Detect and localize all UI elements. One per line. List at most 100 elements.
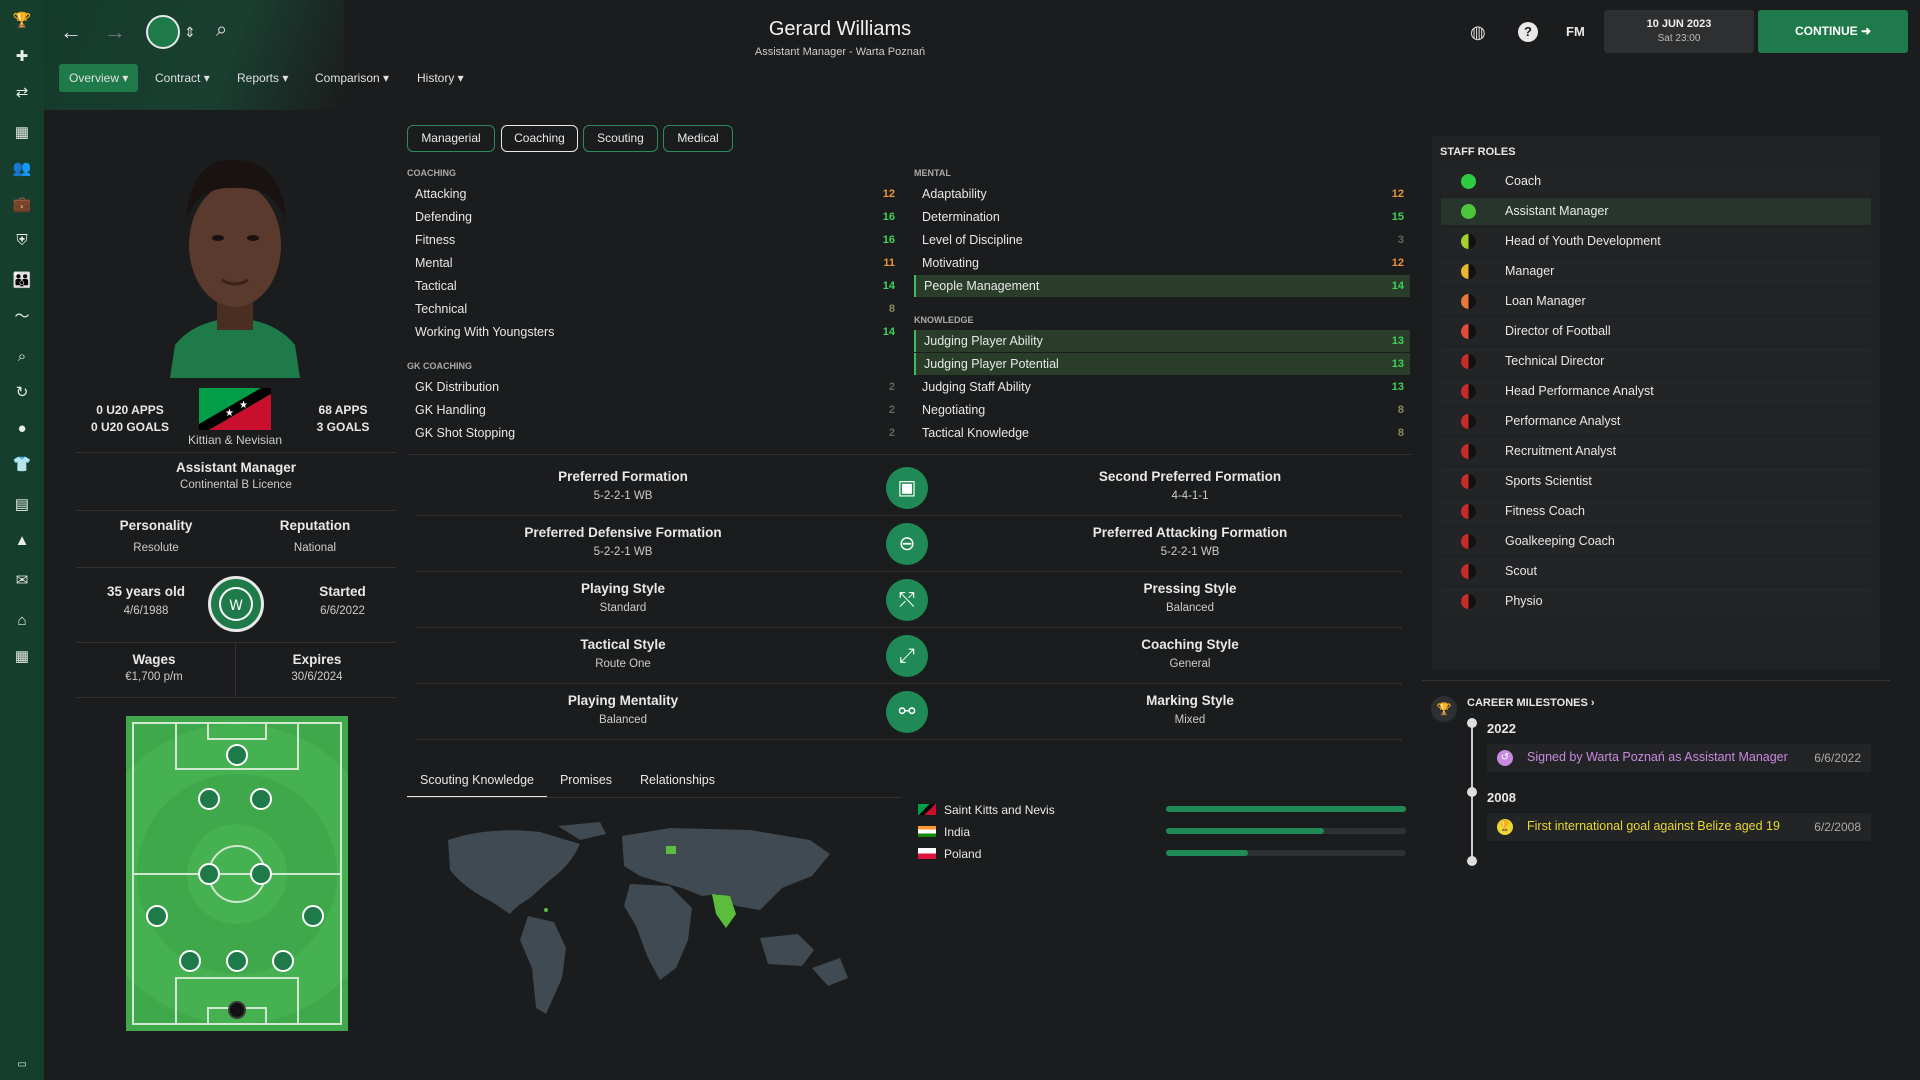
staff-role-row[interactable]: Coach <box>1441 168 1871 195</box>
nav-reports[interactable]: Reports ▾ <box>237 71 289 85</box>
report-icon[interactable]: ▤ <box>14 496 30 513</box>
staff-role-row[interactable]: Performance Analyst <box>1441 408 1871 435</box>
help-icon[interactable]: ? <box>1518 22 1538 42</box>
tab-coaching[interactable]: Coaching <box>501 125 578 152</box>
tactics-board-icon[interactable]: ▦ <box>14 124 30 141</box>
date-display[interactable]: 10 JUN 2023 Sat 23:00 <box>1604 10 1754 53</box>
back-icon[interactable]: ← <box>60 19 82 44</box>
tab-medical[interactable]: Medical <box>663 125 733 152</box>
formation-icon[interactable]: ▣ <box>886 467 928 509</box>
forward-icon[interactable]: → <box>104 19 126 44</box>
attr-row: Attacking 12 <box>407 183 901 205</box>
transfer-icon[interactable]: ⇄ <box>15 84 29 101</box>
briefcase-icon[interactable]: 💼 <box>12 196 32 213</box>
globe-icon[interactable]: ◍ <box>1470 22 1486 42</box>
staff-role-row[interactable]: Technical Director <box>1441 348 1871 375</box>
country-name: Poland <box>944 847 982 861</box>
attr-row: Technical 8 <box>407 298 901 320</box>
chevron-updown-icon[interactable]: ⇕ <box>184 24 196 40</box>
player-marker[interactable] <box>226 744 248 766</box>
tactics-icon[interactable]: ⤲ <box>886 579 928 621</box>
player-marker[interactable] <box>272 950 294 972</box>
staff-role-label: Manager <box>1505 264 1555 278</box>
staff-role-row[interactable]: Manager <box>1441 258 1871 285</box>
trend-icon[interactable]: 〜 <box>14 308 30 325</box>
player-marker[interactable] <box>198 788 220 810</box>
attr-row: Determination 15 <box>914 206 1410 228</box>
tab-scouting-knowledge[interactable]: Scouting Knowledge <box>407 770 547 798</box>
player-marker[interactable] <box>179 950 201 972</box>
nav-contract[interactable]: Contract ▾ <box>155 71 210 85</box>
attr-name: Mental <box>415 256 453 270</box>
chevron-right-icon: › <box>1590 697 1595 709</box>
home-icon[interactable]: ⌂ <box>17 612 27 629</box>
bird-icon[interactable]: ▲ <box>14 532 30 549</box>
player-marker[interactable] <box>250 788 272 810</box>
staff-role-row[interactable]: Scout <box>1441 558 1871 585</box>
nav-comparison[interactable]: Comparison ▾ <box>315 71 390 85</box>
started-label: Started <box>319 584 366 599</box>
wages-value: €1,700 p/m <box>125 671 183 683</box>
milestone-row[interactable]: 🏆 First international goal against Beliz… <box>1487 813 1871 841</box>
attr-value: 11 <box>883 257 895 269</box>
staff-role-row[interactable]: Fitness Coach <box>1441 498 1871 525</box>
squad-icon[interactable]: 👥 <box>12 160 32 177</box>
player-marker[interactable] <box>146 905 168 927</box>
timeline-dot <box>1467 718 1477 728</box>
staff-role-label: Assistant Manager <box>1505 204 1609 218</box>
staff-role-row[interactable]: Loan Manager <box>1441 288 1871 315</box>
attr-name: Judging Player Ability <box>924 334 1043 348</box>
tab-scouting[interactable]: Scouting <box>583 125 658 152</box>
continue-button[interactable]: CONTINUE ➜ <box>1758 10 1908 53</box>
style-label: Playing Style <box>580 581 666 596</box>
keyboard-icon[interactable]: ▭ <box>17 1059 27 1070</box>
tab-relationships[interactable]: Relationships <box>639 773 716 787</box>
career-milestones-link[interactable]: CAREER MILESTONES › <box>1467 697 1595 709</box>
shirt-icon[interactable]: 👕 <box>12 456 32 473</box>
tab-promises[interactable]: Promises <box>559 773 613 787</box>
staff-role-row[interactable]: Director of Football <box>1441 318 1871 345</box>
svg-text:W: W <box>229 598 243 614</box>
nav-label: History <box>417 71 455 85</box>
staff-role-row[interactable]: Assistant Manager <box>1441 198 1871 225</box>
medical-icon[interactable]: ✚ <box>15 48 29 65</box>
search-icon[interactable]: ⌕ <box>17 348 27 365</box>
refresh-icon[interactable]: ↻ <box>15 384 29 401</box>
club-crest[interactable] <box>146 15 180 49</box>
player-marker[interactable] <box>302 905 324 927</box>
staff-role-row[interactable]: Head Performance Analyst <box>1441 378 1871 405</box>
fm-button[interactable]: FM <box>1566 24 1585 39</box>
trophy-icon: 🏆 <box>1497 819 1513 835</box>
search-icon[interactable]: ⌕ <box>216 19 228 41</box>
goalkeeper-marker[interactable] <box>228 1001 246 1019</box>
nav-history[interactable]: History ▾ <box>417 71 464 85</box>
divider <box>1422 680 1890 681</box>
attr-row: Tactical Knowledge 8 <box>914 422 1410 444</box>
nav-overview[interactable]: Overview ▾ <box>59 64 139 92</box>
milestone-row[interactable]: ↺ Signed by Warta Poznań as Assistant Ma… <box>1487 744 1871 772</box>
arrows-icon[interactable]: ⤢ <box>886 635 928 677</box>
player-marker[interactable] <box>198 863 220 885</box>
player-marker[interactable] <box>226 950 248 972</box>
staff-role-row[interactable]: Physio <box>1441 588 1871 615</box>
staff-role-row[interactable]: Goalkeeping Coach <box>1441 528 1871 555</box>
inbox-icon[interactable]: ✉ <box>15 572 29 589</box>
knowledge-bar <box>1166 806 1406 812</box>
tab-managerial[interactable]: Managerial <box>407 125 495 152</box>
ball-icon[interactable]: ● <box>17 420 27 437</box>
staff-icon[interactable]: 👪 <box>12 272 32 289</box>
trophy-icon[interactable]: 🏆 <box>12 12 32 29</box>
pitch-circle-icon[interactable]: ⊖ <box>886 523 928 565</box>
club-badge[interactable]: W <box>208 576 264 632</box>
attr-name: GK Shot Stopping <box>415 426 516 440</box>
staff-role-row[interactable]: Head of Youth Development <box>1441 228 1871 255</box>
calendar-icon[interactable]: ▦ <box>14 648 30 665</box>
staff-role-row[interactable]: Sports Scientist <box>1441 468 1871 495</box>
attr-name: Motivating <box>922 256 979 270</box>
marking-icon[interactable]: ⚯ <box>886 691 928 733</box>
shield-icon[interactable]: ⛨ <box>16 232 28 249</box>
staff-role-row[interactable]: Recruitment Analyst <box>1441 438 1871 465</box>
player-marker[interactable] <box>250 863 272 885</box>
milestone-date: 6/2/2008 <box>1814 820 1861 834</box>
attr-value: 16 <box>882 211 895 223</box>
